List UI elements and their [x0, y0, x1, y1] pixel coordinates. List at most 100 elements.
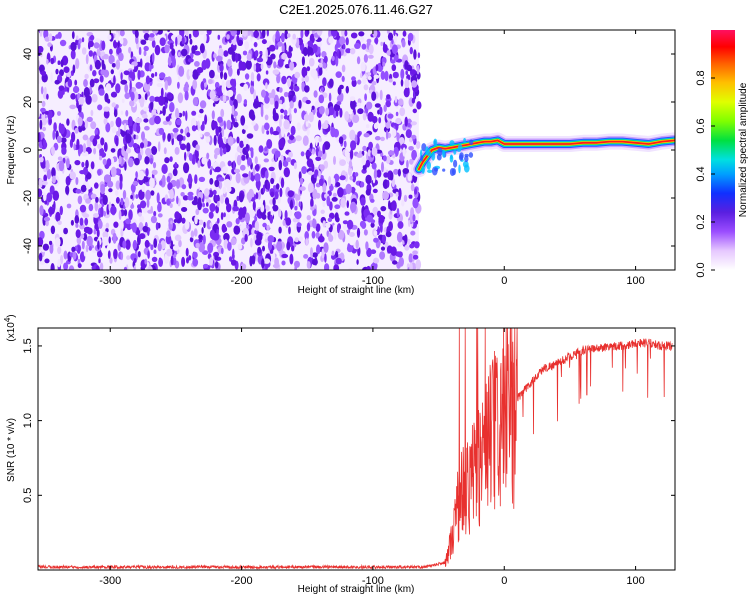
noise-blob [304, 231, 310, 240]
noise-blob [265, 70, 269, 75]
noise-blob [386, 30, 390, 34]
noise-blob [368, 44, 374, 55]
signal-ridge-layer [418, 139, 675, 171]
noise-blob [167, 56, 172, 66]
noise-blob [217, 47, 224, 58]
noise-blob [110, 69, 115, 75]
noise-blob [334, 204, 341, 209]
noise-blob [279, 187, 283, 198]
noise-blob [368, 141, 373, 150]
noise-blob [310, 206, 315, 211]
noise-blob [372, 188, 378, 194]
spectrogram-y-tick-label: 40 [22, 48, 34, 60]
noise-blob [318, 137, 322, 142]
noise-blob [85, 159, 89, 169]
spectrogram-x-axis-title: Height of straight line (km) [298, 285, 415, 296]
noise-blob [300, 30, 304, 39]
noise-blob [236, 114, 242, 121]
noise-blob [223, 239, 229, 250]
noise-blob [61, 146, 67, 155]
noise-blob [399, 107, 406, 117]
noise-blob [133, 265, 136, 270]
noise-blob [191, 45, 196, 54]
noise-blob [269, 97, 275, 105]
noise-blob [51, 175, 57, 184]
noise-blob [243, 99, 248, 105]
noise-blob [211, 110, 215, 120]
noise-blob [131, 64, 135, 70]
noise-blob [43, 192, 47, 202]
noise-blob [209, 229, 215, 240]
noise-blob [145, 62, 149, 67]
noise-blob [345, 183, 352, 195]
noise-blob [222, 186, 227, 194]
noise-blob [272, 130, 280, 136]
noise-blob [315, 156, 322, 162]
noise-blob [102, 194, 108, 206]
noise-blob [216, 228, 219, 236]
noise-blob [63, 250, 68, 260]
noise-blob [247, 157, 252, 166]
noise-blob [312, 252, 318, 258]
noise-blob [57, 111, 61, 116]
noise-blob [334, 212, 339, 222]
noise-blob [135, 134, 139, 140]
noise-blob [411, 80, 418, 88]
noise-blob [407, 123, 411, 128]
noise-blob [356, 153, 363, 158]
noise-blob [59, 123, 65, 135]
noise-blob [54, 79, 60, 85]
noise-blob [328, 36, 334, 44]
noise-blob [197, 160, 201, 169]
noise-blob [396, 207, 400, 218]
noise-blob [305, 151, 312, 157]
noise-blob [57, 259, 61, 268]
noise-blob [153, 249, 157, 255]
noise-blob [335, 71, 342, 78]
noise-blob [374, 37, 379, 44]
signal-blob [426, 161, 431, 170]
noise-blob [357, 131, 361, 138]
noise-blob [279, 30, 282, 36]
noise-blob [158, 127, 165, 135]
noise-blob [48, 33, 53, 42]
noise-blob [83, 79, 88, 88]
noise-blob [379, 106, 383, 116]
noise-blob [256, 73, 261, 82]
noise-blob [143, 106, 150, 112]
noise-blob [181, 36, 185, 45]
noise-blob [266, 139, 273, 149]
noise-blob [124, 161, 127, 171]
noise-blob [126, 255, 131, 260]
noise-blob [90, 121, 97, 130]
noise-blob [329, 201, 333, 211]
noise-blob [195, 144, 200, 151]
noise-blob [99, 155, 103, 161]
noise-blob [261, 39, 267, 45]
noise-blob [76, 100, 79, 109]
noise-blob [361, 43, 367, 50]
noise-blob [250, 35, 253, 42]
noise-blob [217, 217, 220, 224]
noise-blob [405, 70, 409, 75]
noise-blob [276, 241, 283, 252]
noise-blob [400, 143, 407, 150]
noise-blob [351, 76, 356, 82]
noise-blob [320, 86, 324, 92]
noise-blob [346, 244, 354, 253]
noise-blob [214, 166, 221, 173]
noise-blob [67, 78, 73, 88]
noise-blob [80, 184, 87, 193]
noise-blob [125, 218, 131, 225]
noise-blob [338, 50, 342, 59]
noise-blob [254, 164, 260, 171]
snr-series-line [38, 328, 673, 570]
noise-blob [231, 104, 235, 116]
noise-blob [120, 79, 128, 85]
noise-blob [94, 200, 99, 212]
noise-blob [128, 209, 133, 221]
noise-blob [171, 112, 177, 120]
noise-blob [135, 117, 143, 124]
noise-blob [120, 197, 124, 206]
noise-blob [115, 104, 119, 109]
